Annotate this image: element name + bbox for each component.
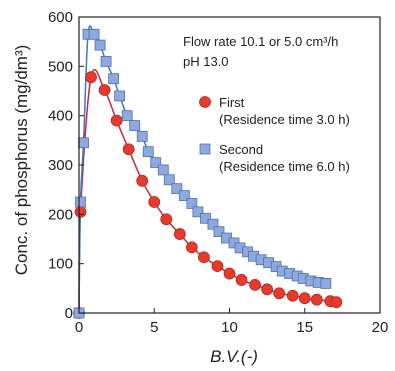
data-point-first — [173, 228, 186, 240]
data-point-second — [320, 277, 332, 289]
data-point-second — [200, 212, 211, 224]
legend-marker-first — [199, 96, 211, 108]
data-point-second — [88, 28, 100, 40]
data-point-first — [298, 292, 311, 305]
data-point-first — [330, 296, 343, 309]
y-tick-label: 400 — [48, 108, 73, 125]
data-point-second — [129, 120, 141, 131]
data-point-second — [150, 157, 162, 168]
legend-label-first: First — [219, 95, 245, 110]
note-flow-rate: Flow rate 10.1 or 5.0 cm³/h — [183, 34, 338, 49]
data-point-first — [98, 84, 111, 96]
data-point-second — [213, 226, 225, 238]
data-point-second — [186, 198, 198, 209]
x-tick-label: 10 — [221, 319, 238, 336]
data-point-second — [207, 218, 219, 230]
data-point-first — [160, 213, 173, 226]
data-point-first — [148, 196, 161, 208]
note-ph: pH 13.0 — [183, 54, 229, 69]
data-point-second — [78, 137, 89, 149]
x-tick-label: 15 — [296, 319, 313, 336]
data-point-first — [249, 278, 261, 291]
x-axis-title: B.V.(-) — [210, 347, 258, 366]
data-point-first — [136, 174, 149, 187]
data-point-second — [94, 39, 106, 51]
data-point-first — [211, 260, 224, 273]
data-point-first — [85, 71, 97, 84]
data-point-second — [192, 206, 204, 218]
legend: First (Residence time 3.0 h) Second (Res… — [199, 95, 350, 174]
x-tick-label: 5 — [150, 319, 158, 336]
data-point-first — [310, 293, 323, 306]
data-point-first — [110, 114, 123, 127]
data-point-second — [178, 190, 190, 201]
y-tick-label: 300 — [48, 157, 73, 174]
data-point-first — [261, 283, 274, 296]
data-point-second — [121, 110, 133, 122]
y-tick-label: 600 — [48, 9, 73, 26]
data-point-second — [100, 56, 112, 67]
y-tick-label: 100 — [48, 256, 73, 273]
y-tick-label: 0 — [65, 305, 73, 322]
x-tick-label: 0 — [75, 319, 83, 336]
data-point-first — [286, 289, 299, 302]
data-point-second — [136, 130, 148, 142]
data-point-first — [235, 274, 248, 286]
legend-sub-first: (Residence time 3.0 h) — [219, 112, 350, 127]
data-point-first — [122, 143, 135, 156]
data-point-second — [171, 183, 183, 195]
data-point-second — [142, 146, 154, 158]
data-point-second — [108, 73, 120, 85]
data-point-first — [185, 241, 198, 254]
data-point-second — [75, 196, 86, 208]
y-tick-label: 200 — [48, 206, 73, 223]
data-point-first — [223, 267, 236, 280]
data-point-second — [157, 164, 169, 176]
x-tick-label: 20 — [372, 319, 389, 336]
legend-marker-second — [199, 143, 211, 155]
data-point-first — [74, 205, 87, 218]
data-point-first — [273, 287, 286, 300]
data-point-second — [114, 90, 126, 102]
y-axis-title: Conc. of phosphorus (mg/dm³) — [12, 45, 31, 276]
data-markers — [73, 28, 343, 319]
data-point-second — [163, 174, 175, 186]
legend-label-second: Second — [219, 142, 263, 157]
y-tick-label: 500 — [48, 58, 73, 75]
legend-sub-second: (Residence time 6.0 h) — [219, 159, 350, 174]
data-point-first — [198, 251, 210, 264]
